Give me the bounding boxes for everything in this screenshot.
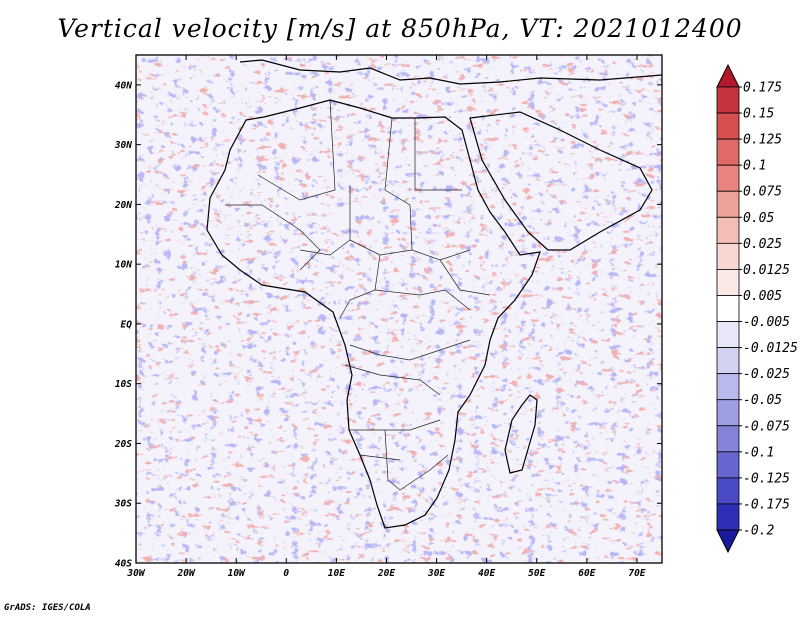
coastlines [206, 59, 663, 529]
lat-label: 20N [114, 200, 132, 211]
plot-frame [135, 54, 663, 564]
lon-label: 60E [578, 568, 595, 579]
colorbar-box [716, 425, 740, 453]
colorbar-box [716, 373, 740, 401]
colorbar-label: 0.05 [743, 211, 774, 226]
colorbar-label: 0.025 [743, 237, 782, 252]
lat-label: 40S [115, 559, 132, 570]
latitude-axis: 40N 30N 20N 10N EQ 10S 20S 30S 40S [114, 80, 662, 570]
lat-label: 40N [115, 80, 132, 91]
colorbar-box [716, 86, 740, 114]
footer-credit: GrADS: IGES/COLA [4, 603, 91, 613]
velocity-field [136, 55, 662, 563]
lat-label: 10N [115, 260, 132, 271]
colorbar-label: -0.175 [743, 497, 790, 512]
colorbar-box [716, 138, 740, 166]
colorbar-box [716, 242, 740, 270]
africa-coastline [206, 99, 541, 529]
lon-label: 30W [126, 568, 145, 579]
europe-coastline [239, 59, 663, 85]
madagascar-coastline [504, 394, 538, 474]
arabia-coastline [469, 111, 653, 251]
lat-label: 20S [114, 439, 132, 450]
colorbar-box [716, 269, 740, 296]
lon-label: 10E [328, 568, 345, 579]
lon-label: 20W [177, 568, 196, 579]
colorbar-box [716, 164, 740, 192]
colorbar-label: 0.175 [743, 81, 782, 96]
colorbar: 0.175 0.15 0.125 0.1 0.075 0.05 0.025 0.0125 0.0… [716, 63, 798, 554]
colorbar-label: -0.075 [743, 419, 790, 434]
colorbar-box [716, 399, 740, 427]
colorbar-label: 0.125 [743, 133, 782, 148]
country-borders [225, 99, 491, 491]
colorbar-label: -0.005 [743, 315, 790, 330]
lon-label: 20E [377, 568, 395, 579]
colorbar-label: 0.075 [743, 185, 782, 200]
lon-label: 10W [228, 568, 246, 579]
lon-label: 70E [628, 568, 645, 579]
lon-label: 40E [478, 568, 495, 579]
colorbar-bottom-arrow [716, 529, 740, 554]
colorbar-label: -0.025 [743, 367, 790, 382]
lon-label: 50E [528, 568, 545, 579]
lon-label: 0 [283, 568, 289, 579]
colorbar-label: 0.15 [743, 107, 774, 122]
longitude-axis: 30W 20W 10W 0 10E 20E 30E 40E 50E 60E 70E [126, 55, 646, 579]
colorbar-top-arrow [716, 63, 740, 88]
lat-label: 30S [114, 499, 132, 510]
colorbar-box [716, 503, 740, 531]
colorbar-label: 0.005 [743, 289, 782, 304]
lat-label: EQ [121, 319, 133, 330]
colorbar-box [716, 321, 740, 348]
colorbar-box [716, 190, 740, 218]
colorbar-label: -0.125 [743, 471, 790, 486]
colorbar-box [716, 477, 740, 505]
colorbar-label: -0.05 [743, 393, 782, 408]
lat-label: 30N [114, 140, 132, 151]
lon-label: 30E [427, 568, 445, 579]
colorbar-box [716, 112, 740, 140]
colorbar-box [716, 216, 740, 244]
colorbar-box [716, 347, 740, 375]
colorbar-box [716, 295, 740, 322]
chart-title: Vertical velocity [m/s] at 850hPa, VT: 2… [57, 14, 743, 43]
colorbar-label: -0.2 [743, 524, 774, 539]
colorbar-label: 0.0125 [743, 263, 790, 278]
lat-label: 10S [115, 379, 132, 390]
colorbar-label: -0.1 [743, 445, 774, 460]
colorbar-label: 0.1 [743, 159, 766, 174]
colorbar-label: -0.0125 [743, 341, 798, 356]
colorbar-box [716, 451, 740, 479]
